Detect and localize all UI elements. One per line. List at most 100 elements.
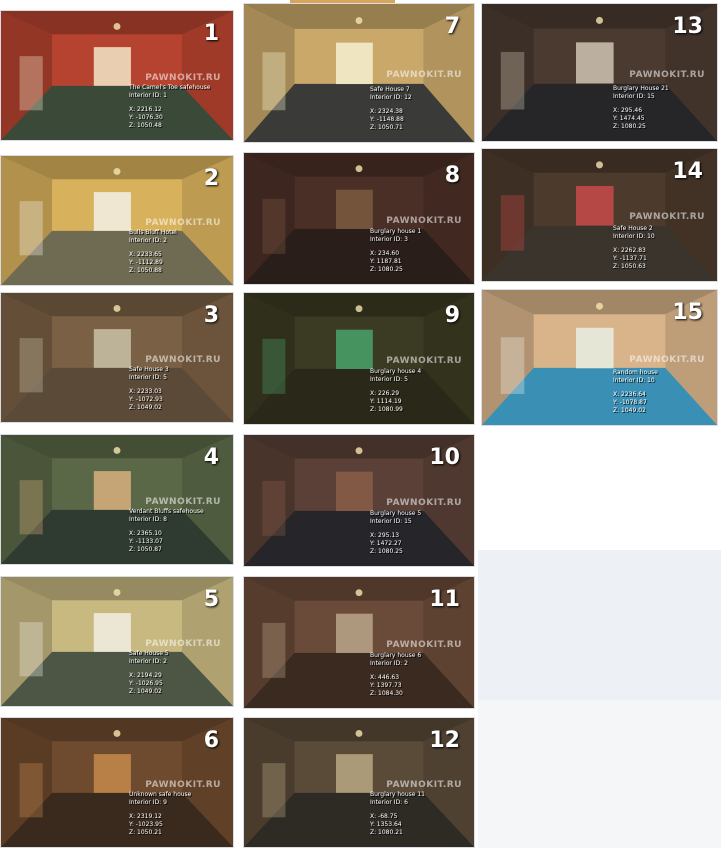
coord-x: X: 2233.03 [129,388,162,395]
coord-y: Y: -1112.89 [129,259,163,266]
coord-z: Z: 1050.88 [129,267,162,274]
coord-y: Y: -1137.71 [613,255,647,262]
interior-id: Interior ID: 2 [129,658,167,665]
interior-tile: 13 PAWNOKIT.RU Burglary House 21 Interio… [481,3,718,142]
watermark: PAWNOKIT.RU [145,779,221,790]
location-info: Burglary house 6 Interior ID: 2 X: 446.6… [370,652,462,698]
tile-number: 2 [203,166,219,191]
coord-x: X: 295.13 [370,532,400,539]
watermark: PAWNOKIT.RU [386,779,462,790]
watermark: PAWNOKIT.RU [145,354,221,365]
interior-tile: 9 PAWNOKIT.RU Burglary house 4 Interior … [243,292,475,425]
interior-photo [244,4,474,142]
watermark: PAWNOKIT.RU [145,217,221,228]
location-info: The Camel's Toe safehouse Interior ID: 1… [129,84,221,130]
location-info: Safe House 2 Interior ID: 10 X: 2262.83 … [613,225,705,271]
coord-x: X: 2233.65 [129,251,162,258]
interior-tile: 2 PAWNOKIT.RU Bulls Bluff Hotel Interior… [0,155,234,286]
location-name: Random house [613,369,658,376]
location-name: Safe House 3 [129,366,169,373]
location-info: Verdant Bluffs safehouse Interior ID: 8 … [129,508,221,554]
location-name: Safe House 5 [129,650,169,657]
interior-photo [1,11,233,140]
interior-tile: 12 PAWNOKIT.RU Burglary house 11 Interio… [243,717,475,848]
interior-photo [244,293,474,424]
interior-id: Interior ID: 2 [370,660,408,667]
interior-photo [244,718,474,847]
interior-tile: 15 PAWNOKIT.RU Random house Interior ID:… [481,289,718,426]
location-name: Burglary house 4 [370,368,422,375]
tile-number: 7 [444,14,460,39]
location-info: Safe House 3 Interior ID: 5 X: 2233.03 Y… [129,366,221,412]
location-info: Safe House 7 Interior ID: 12 X: 2324.38 … [370,86,462,132]
tile-number: 5 [203,587,219,612]
interior-id: Interior ID: 15 [613,93,655,100]
coord-y: Y: -1078.87 [613,399,647,406]
location-name: Burglary House 21 [613,85,669,92]
interior-photo [482,4,717,141]
interior-id: Interior ID: 8 [129,516,167,523]
interior-id: Interior ID: 6 [370,799,408,806]
side-panel-lighter [478,700,721,848]
interior-tile: 1 PAWNOKIT.RU The Camel's Toe safehouse … [0,10,234,141]
tile-number: 12 [429,728,460,753]
location-name: Verdant Bluffs safehouse [129,508,204,515]
coord-z: Z: 1080.21 [370,829,403,836]
tile-number: 9 [444,303,460,328]
location-info: Random house Interior ID: 10 X: 2236.64 … [613,369,705,415]
location-name: Bulls Bluff Hotel [129,229,177,236]
coord-x: X: 2319.12 [129,813,162,820]
interior-id: Interior ID: 9 [129,799,167,806]
location-name: Burglary house 6 [370,652,422,659]
watermark: PAWNOKIT.RU [386,70,462,81]
location-name: Unknown safe house [129,791,192,798]
tile-number: 13 [672,14,703,39]
coord-z: Z: 1049.02 [613,407,646,414]
watermark: PAWNOKIT.RU [629,354,705,365]
coord-z: Z: 1050.48 [129,122,162,129]
location-info: Burglary house 1 Interior ID: 3 X: 234.6… [370,228,462,274]
location-info: Burglary house 4 Interior ID: 5 X: 226.2… [370,368,462,414]
coord-x: X: 446.63 [370,674,400,681]
tile-number: 8 [444,163,460,188]
interior-id: Interior ID: 5 [370,376,408,383]
interior-id: Interior ID: 3 [370,236,408,243]
coord-x: X: 226.29 [370,390,400,397]
interior-photo [1,435,233,564]
coord-z: Z: 1049.02 [129,688,162,695]
watermark: PAWNOKIT.RU [629,69,705,80]
location-name: Burglary house 11 [370,791,425,798]
coord-x: X: 234.60 [370,250,400,257]
coord-y: Y: -1026.95 [129,680,163,687]
tile-number: 10 [429,445,460,470]
watermark: PAWNOKIT.RU [145,638,221,649]
coord-x: X: 2194.29 [129,672,162,679]
coord-z: Z: 1080.25 [613,123,646,130]
watermark: PAWNOKIT.RU [386,215,462,226]
coord-z: Z: 1050.63 [613,263,646,270]
cropped-image-edge [290,0,395,3]
interior-id: Interior ID: 12 [370,94,412,101]
interior-photo [244,435,474,566]
watermark: PAWNOKIT.RU [629,212,705,223]
tile-number: 15 [672,300,703,325]
location-info: Burglary house 5 Interior ID: 15 X: 295.… [370,510,462,556]
coord-x: X: 2216.12 [129,106,162,113]
coord-y: Y: 1474.45 [613,115,645,122]
location-info: Burglary house 11 Interior ID: 6 X: -68.… [370,791,462,837]
tile-number: 3 [203,303,219,328]
interior-photo [1,577,233,706]
side-panel-gap [478,428,721,550]
side-panel-light [478,550,721,700]
tile-number: 11 [429,587,460,612]
coord-x: X: 295.46 [613,107,643,114]
coord-z: Z: 1080.25 [370,266,403,273]
location-name: Safe House 2 [613,225,653,232]
interior-photo [1,718,233,847]
location-name: Safe House 7 [370,86,410,93]
interior-id: Interior ID: 5 [129,374,167,381]
interior-tile: 4 PAWNOKIT.RU Verdant Bluffs safehouse I… [0,434,234,565]
interior-photo [1,156,233,285]
coord-x: X: 2365.10 [129,530,162,537]
coord-z: Z: 1050.87 [129,546,162,553]
